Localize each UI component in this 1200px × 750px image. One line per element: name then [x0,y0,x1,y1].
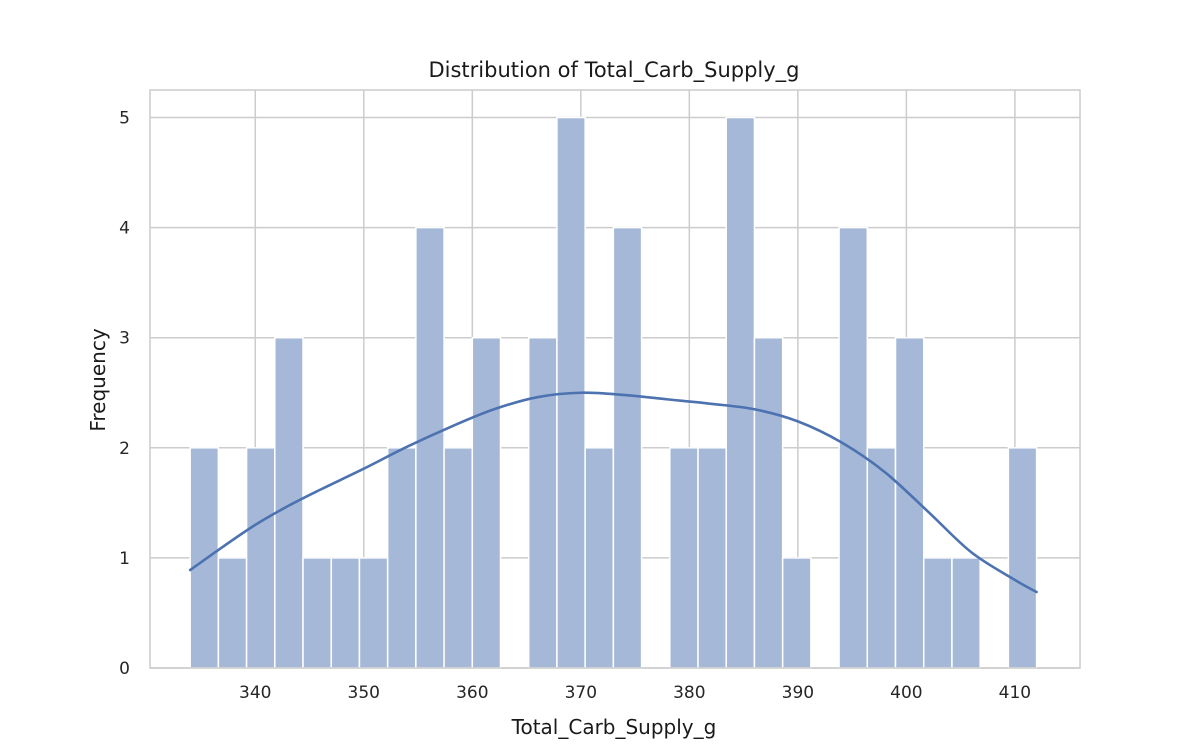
histogram-bar [922,557,953,669]
y-tick-labels: 0 1 2 3 4 5 [119,109,130,679]
y-axis-label: Frequency [86,328,110,431]
histogram-bar [217,557,248,669]
histogram-bar [358,557,389,669]
histogram-bar [274,336,304,669]
histogram-bar [302,557,332,669]
histogram-bar [697,447,727,669]
y-tick-label: 1 [119,549,130,569]
histogram-bar [245,447,276,669]
histogram-bar [866,447,897,669]
histogram-bar [753,336,784,669]
histogram-bar [951,557,981,669]
y-tick-label: 3 [119,329,130,349]
histogram-bar [386,447,417,669]
x-axis-label: Total_Carb_Supply_g [511,715,717,739]
y-tick-label: 0 [119,659,130,679]
histogram-bars [189,116,1038,669]
x-tick-label: 400 [890,683,922,703]
histogram-bar [330,557,361,669]
histogram-bar [527,336,558,669]
histogram-bar [781,557,812,669]
histogram-bar [443,447,474,669]
kde-line [188,391,1038,594]
chart-title: Distribution of Total_Carb_Supply_g [428,58,799,83]
histogram-bar [415,226,445,669]
x-tick-labels: 340 350 360 370 380 390 400 410 [239,683,1031,703]
histogram-bar [838,226,869,669]
histogram-bar [1007,447,1038,669]
histogram-bar [584,447,615,669]
x-tick-label: 340 [239,683,271,703]
x-tick-label: 380 [673,683,705,703]
histogram-bar [471,336,502,669]
histogram-bar [725,116,756,669]
histogram-bar [189,447,220,669]
y-tick-label: 4 [119,219,130,239]
x-tick-label: 370 [565,683,597,703]
plot-frame [149,89,1081,669]
x-tick-label: 360 [456,683,488,703]
histogram-bar [612,226,643,669]
histogram-bar [669,447,699,669]
x-tick-label: 390 [782,683,814,703]
y-tick-label: 2 [119,439,130,459]
x-tick-label: 410 [999,683,1031,703]
y-tick-label: 5 [119,109,130,129]
x-tick-label: 350 [348,683,380,703]
